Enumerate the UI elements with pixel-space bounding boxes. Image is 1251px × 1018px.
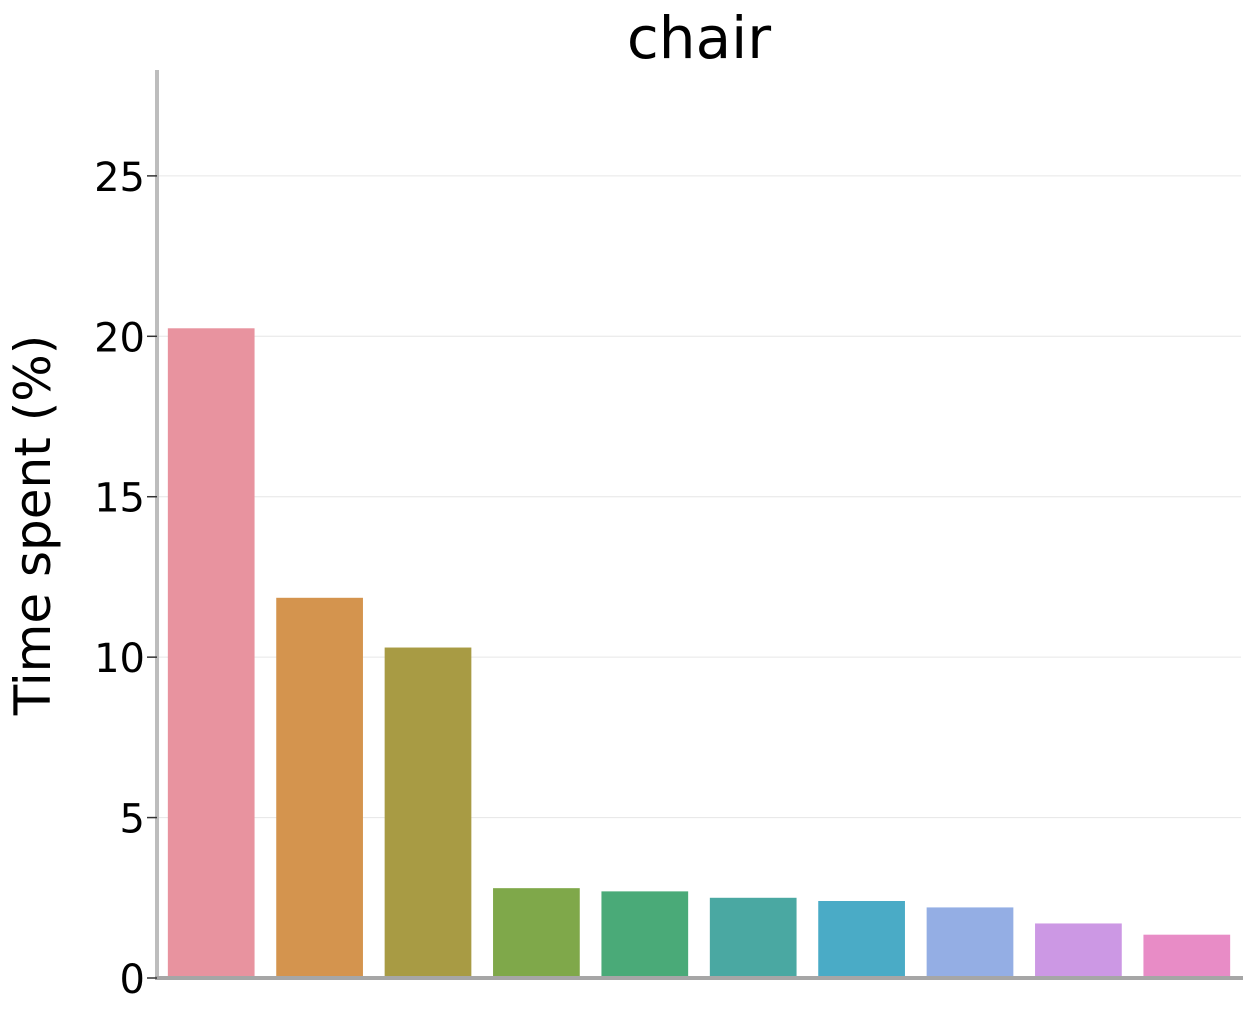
axes xyxy=(155,70,1243,980)
bar-1 xyxy=(167,328,255,978)
y-tick-label-5: 5 xyxy=(120,797,145,843)
y-tick-label-15: 15 xyxy=(94,476,145,522)
y-tick-label-0: 0 xyxy=(120,957,145,1003)
y-ticks: 0 5 10 15 20 25 xyxy=(94,155,157,1003)
y-tick-label-20: 20 xyxy=(94,315,145,361)
y-axis-label: Time spent (%) xyxy=(4,335,62,717)
bar-3 xyxy=(384,647,472,978)
bar-5 xyxy=(601,891,689,978)
y-tick-label-10: 10 xyxy=(94,636,145,682)
bar-4 xyxy=(493,888,580,978)
y-tick-label-25: 25 xyxy=(94,155,145,201)
bar-9 xyxy=(1035,923,1122,978)
bar-8 xyxy=(926,907,1014,978)
bars xyxy=(167,328,1231,978)
chart-title: chair xyxy=(627,4,771,72)
bar-10 xyxy=(1143,934,1231,978)
bar-2 xyxy=(276,597,363,978)
bar-6 xyxy=(709,897,797,978)
bar-7 xyxy=(818,900,905,978)
